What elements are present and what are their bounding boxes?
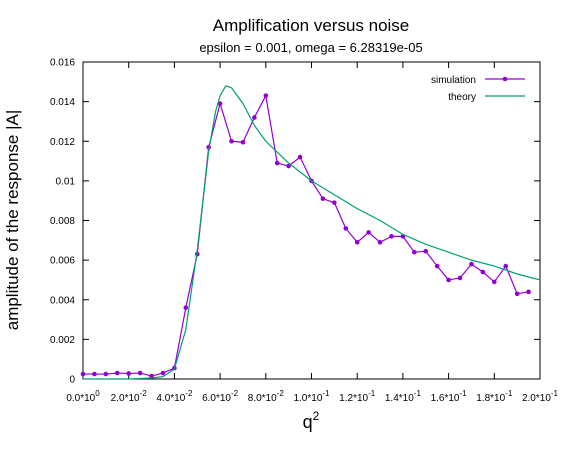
data-point-simulation bbox=[480, 269, 486, 275]
data-point-simulation bbox=[217, 101, 223, 106]
series-layer bbox=[80, 85, 541, 380]
x-tick-label: 6.0*10-2 bbox=[202, 389, 239, 404]
x-axis-label-base: q bbox=[303, 412, 313, 432]
y-tick-label: 0.004 bbox=[50, 295, 75, 306]
data-point-simulation bbox=[492, 279, 497, 285]
legend: simulation theory bbox=[431, 75, 525, 103]
data-point-simulation bbox=[514, 291, 520, 297]
y-tick-label: 0.012 bbox=[50, 137, 75, 148]
data-point-simulation bbox=[377, 239, 383, 245]
data-point-simulation bbox=[149, 373, 154, 379]
x-tick-mantissa: 6.0*10 bbox=[202, 393, 231, 404]
x-tick-label: 1.2*10-1 bbox=[339, 389, 376, 404]
data-point-simulation bbox=[183, 305, 189, 310]
x-tick-exponent: -1 bbox=[551, 389, 559, 398]
y-axis-label: amplitude of the response |A| bbox=[3, 110, 22, 331]
y-tick-label: 0.002 bbox=[50, 335, 75, 346]
data-point-simulation bbox=[126, 371, 131, 376]
series-line-theory bbox=[83, 85, 541, 380]
data-point-simulation bbox=[252, 115, 257, 120]
data-point-simulation bbox=[434, 263, 440, 269]
x-tick-label: 0.0*100 bbox=[66, 389, 100, 404]
x-axis-label-superscript: 2 bbox=[313, 409, 320, 423]
x-tick-mantissa: 1.8*10 bbox=[476, 393, 505, 404]
data-point-simulation bbox=[229, 138, 234, 144]
x-tick-label: 8.0*10-2 bbox=[248, 389, 285, 404]
data-point-simulation bbox=[263, 93, 269, 98]
data-point-simulation bbox=[80, 371, 86, 377]
x-tick-exponent: -2 bbox=[185, 389, 193, 398]
y-axis-ticks: 0 0.002 0.004 0.006 0.008 0.01 0.012 0.014 0.016 bbox=[50, 58, 540, 386]
data-point-simulation bbox=[137, 370, 143, 376]
x-tick-exponent: -2 bbox=[231, 389, 239, 398]
data-point-simulation bbox=[114, 370, 120, 376]
data-point-simulation bbox=[286, 163, 291, 169]
x-tick-label: 2.0*10-2 bbox=[111, 389, 148, 404]
x-tick-mantissa: 0.0*10 bbox=[66, 393, 95, 404]
chart-subtitle: epsilon = 0.001, omega = 6.28319e-05 bbox=[199, 40, 422, 55]
x-tick-exponent: -1 bbox=[459, 389, 467, 398]
y-tick-label: 0.008 bbox=[50, 216, 75, 227]
legend-label-simulation: simulation bbox=[431, 75, 476, 86]
data-point-simulation bbox=[103, 371, 109, 377]
data-point-simulation bbox=[297, 154, 303, 160]
data-point-simulation bbox=[423, 248, 429, 254]
y-tick-label: 0 bbox=[69, 375, 75, 386]
data-point-simulation bbox=[446, 277, 451, 283]
data-point-simulation bbox=[354, 239, 360, 245]
x-tick-label: 1.6*10-1 bbox=[431, 389, 468, 404]
x-axis-label: q2 bbox=[303, 409, 320, 432]
data-point-simulation bbox=[366, 230, 371, 235]
x-tick-mantissa: 4.0*10 bbox=[156, 393, 185, 404]
x-tick-mantissa: 1.6*10 bbox=[431, 393, 460, 404]
x-axis-ticks: 0.0*100 2.0*10-2 4.0*10-2 6.0*10-2 8.0*10-2 1… bbox=[66, 62, 559, 404]
data-point-simulation bbox=[240, 139, 246, 145]
x-tick-label: 2.0*10-1 bbox=[522, 389, 559, 404]
x-tick-mantissa: 2.0*10 bbox=[522, 393, 551, 404]
x-tick-exponent: -1 bbox=[505, 389, 513, 398]
x-tick-label: 1.8*10-1 bbox=[476, 389, 513, 404]
y-tick-label: 0.006 bbox=[50, 256, 75, 267]
data-point-simulation bbox=[320, 196, 326, 202]
x-tick-mantissa: 1.2*10 bbox=[339, 393, 368, 404]
x-tick-exponent: -1 bbox=[322, 389, 330, 398]
x-tick-exponent: -2 bbox=[140, 389, 148, 398]
x-tick-label: 1.4*10-1 bbox=[385, 389, 422, 404]
data-point-simulation bbox=[412, 249, 417, 255]
chart-title: Amplification versus noise bbox=[213, 16, 410, 35]
x-tick-mantissa: 1.4*10 bbox=[385, 393, 414, 404]
x-tick-exponent: 0 bbox=[95, 389, 100, 398]
x-tick-exponent: -1 bbox=[414, 389, 422, 398]
y-tick-label: 0.014 bbox=[50, 97, 75, 108]
x-tick-mantissa: 1.0*10 bbox=[293, 393, 322, 404]
data-point-simulation bbox=[503, 263, 509, 269]
data-point-simulation bbox=[343, 226, 349, 231]
x-tick-exponent: -2 bbox=[277, 389, 285, 398]
y-tick-label: 0.016 bbox=[50, 58, 75, 69]
data-point-simulation bbox=[469, 261, 474, 267]
series-line-simulation bbox=[83, 95, 529, 377]
y-tick-label: 0.01 bbox=[56, 176, 76, 187]
x-tick-exponent: -1 bbox=[368, 389, 376, 398]
x-tick-mantissa: 2.0*10 bbox=[111, 393, 140, 404]
legend-marker-simulation bbox=[502, 76, 508, 82]
x-tick-label: 4.0*10-2 bbox=[156, 389, 193, 404]
x-tick-label: 1.0*10-1 bbox=[293, 389, 330, 404]
legend-label-theory: theory bbox=[448, 92, 476, 103]
data-point-simulation bbox=[160, 370, 166, 376]
data-point-simulation bbox=[526, 289, 531, 295]
data-point-simulation bbox=[92, 371, 97, 377]
x-tick-mantissa: 8.0*10 bbox=[248, 393, 277, 404]
data-point-simulation bbox=[274, 160, 280, 166]
data-point-simulation bbox=[389, 234, 394, 239]
data-point-simulation bbox=[332, 200, 337, 205]
plot-area-frame bbox=[82, 61, 541, 380]
data-point-simulation bbox=[457, 275, 463, 281]
